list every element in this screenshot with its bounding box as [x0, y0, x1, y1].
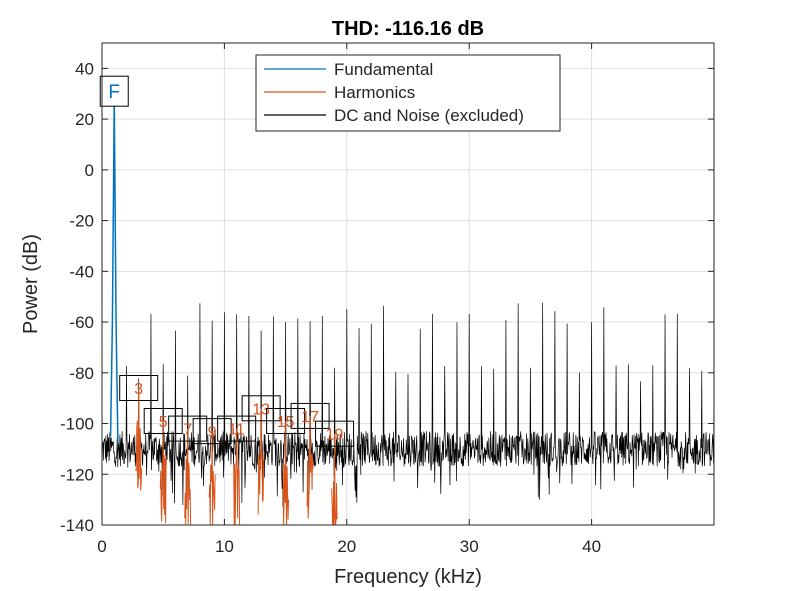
y-tick-label: -40 [69, 262, 94, 281]
noise-series [101, 302, 715, 507]
harmonic-trace-5 [159, 420, 167, 524]
x-tick-label: 40 [582, 537, 601, 556]
harmonic-box-3 [119, 375, 159, 402]
harmonic-box-11 [217, 415, 257, 442]
axis-ticks: 0 10 20 30 40 40 20 0 -20 -40 -60 -80 -100 -120 -140 [60, 43, 714, 556]
harmonic-trace-13 [257, 408, 265, 515]
x-tick-label: 20 [337, 537, 356, 556]
harmonic-box-19 [315, 420, 355, 447]
harmonic-trace-17 [306, 415, 314, 519]
legend-entry: DC and Noise (excluded) [334, 106, 524, 125]
y-tick-label: 0 [85, 161, 94, 180]
chart-title: THD: -116.16 dB [332, 18, 484, 40]
legend-entry: Fundamental [334, 60, 433, 79]
harmonic-label-19: 19 [326, 427, 344, 444]
harmonic-label-7: 7 [183, 422, 192, 439]
y-tick-label: -120 [60, 465, 94, 484]
x-tick-label: 30 [460, 537, 479, 556]
y-tick-label: -80 [69, 364, 94, 383]
noise-trace [101, 302, 715, 507]
harmonic-trace-11 [233, 428, 241, 526]
y-tick-label: -100 [60, 415, 94, 434]
legend: Fundamental Harmonics DC and Noise (exclud… [255, 54, 561, 132]
harmonic-box-5 [143, 407, 183, 434]
fundamental-box [99, 75, 129, 107]
y-axis-label: Power (dB) [20, 234, 42, 334]
harmonic-label-9: 9 [208, 424, 217, 441]
harmonic-box-15 [266, 407, 306, 434]
y-tick-label: 20 [75, 110, 94, 129]
legend-entry: Harmonics [334, 83, 415, 102]
fundamental-series: F [99, 75, 129, 444]
harmonic-box-9 [192, 418, 232, 445]
axes-box [101, 42, 715, 526]
x-tick-label: 0 [97, 537, 106, 556]
harmonic-label-11: 11 [228, 422, 245, 439]
harmonic-label-13: 13 [252, 401, 270, 418]
y-tick-label: -20 [69, 212, 94, 231]
harmonic-trace-3 [135, 388, 143, 491]
y-tick-label: -60 [69, 313, 94, 332]
harmonic-label-15: 15 [277, 414, 295, 431]
x-tick-label: 10 [215, 537, 234, 556]
harmonic-box-7 [168, 415, 208, 442]
x-axis-label: Frequency (kHz) [334, 566, 482, 588]
legend-box [255, 54, 561, 132]
y-tick-label: 40 [75, 59, 94, 78]
harmonic-box-17 [290, 402, 330, 429]
harmonic-label-5: 5 [159, 414, 168, 431]
harmonic-label-3: 3 [134, 381, 143, 398]
fundamental-label: F [108, 82, 120, 103]
y-tick-label: -140 [60, 516, 94, 535]
harmonic-label-17: 17 [301, 409, 319, 426]
